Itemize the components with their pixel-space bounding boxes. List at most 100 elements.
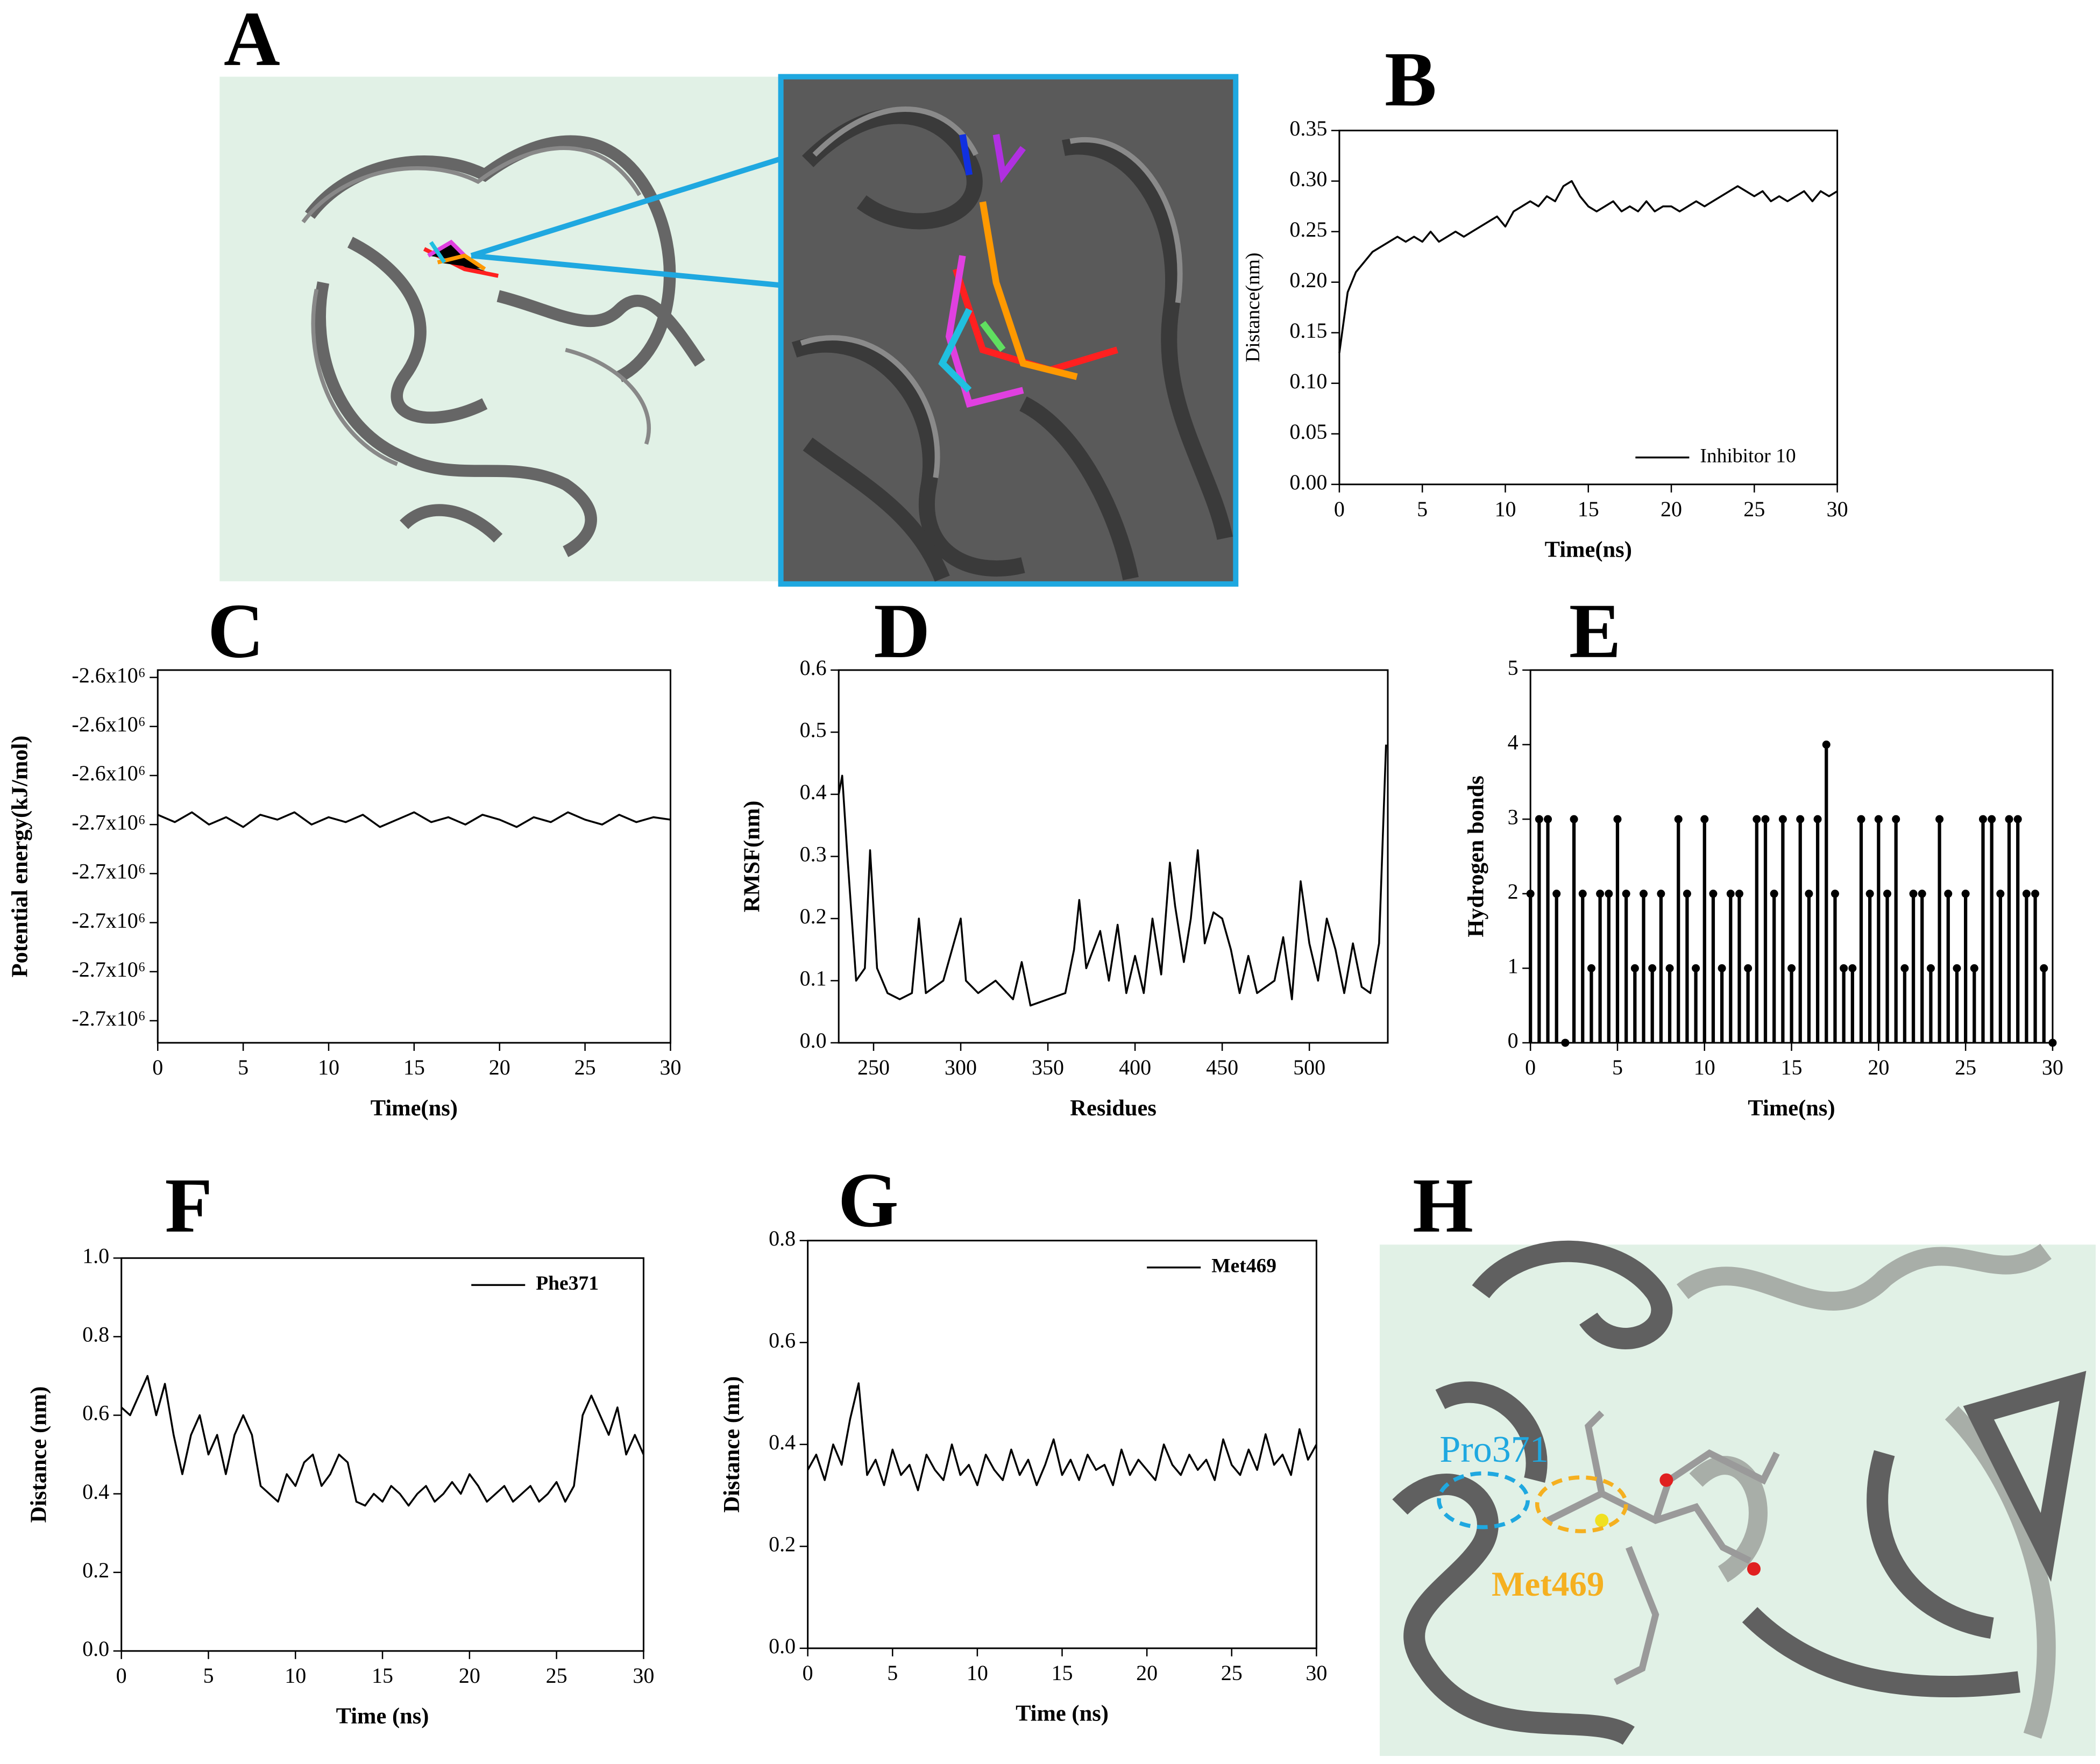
y-tick-label: 0.6 — [800, 656, 827, 680]
chart-panel: B 0 5 10 15 20 25 30 0.00 0.05 0.10 0.15 0.20 0.25 0.3… — [1242, 37, 1848, 563]
y-tick-label: 0.2 — [769, 1532, 796, 1556]
y-tick-label: 0.2 — [800, 904, 827, 928]
residue-label: Met469 — [1492, 1565, 1604, 1604]
highlight-ellipse — [1437, 1471, 1530, 1530]
plot-frame — [1338, 130, 1839, 486]
data-line — [838, 744, 1387, 1007]
stem-point — [1892, 815, 1900, 823]
y-axis-label: Potential energy(kJ/mol) — [7, 736, 32, 978]
sulfur-atom — [1595, 1513, 1609, 1527]
x-tick-label: 0 — [1334, 497, 1345, 521]
stem-point — [1944, 890, 1953, 898]
y-tick-label: 0.15 — [1289, 318, 1327, 343]
stem-point — [1918, 890, 1926, 898]
y-tick-label: 1 — [1508, 954, 1519, 978]
chart-panel: C 0 5 10 15 20 25 30 -2.6x10⁶ -2.6x10⁶ -2.6x10⁶ -2.… — [7, 588, 681, 1121]
chart-panel: E 0 5 10 15 20 25 30 0 1 2 3 4 5 Time(ns) Hydrogen bond… — [1463, 588, 2063, 1121]
chart-panel: D 250 300 350 400 450 500 0.0 0.1 0.2 0.3 0.4 0.5 0.6… — [739, 588, 1389, 1121]
stem-point — [1761, 815, 1770, 823]
stem-point — [1753, 815, 1761, 823]
foreground-ribbons — [1392, 1240, 2087, 1745]
stem-point — [2048, 1039, 2057, 1047]
x-tick-label: 450 — [1206, 1055, 1238, 1079]
y-tick-label: 5 — [1508, 656, 1519, 680]
stem-point — [1596, 890, 1605, 898]
panel-letter: A — [224, 0, 280, 82]
y-tick-label: 0.4 — [769, 1430, 796, 1454]
x-tick-label: 0 — [152, 1055, 163, 1079]
y-axis-label: Distance (nm) — [26, 1386, 51, 1523]
panel-letter: C — [208, 588, 264, 674]
stem-point — [1770, 890, 1778, 898]
x-tick-label: 20 — [1661, 497, 1682, 521]
stem-point — [1813, 815, 1822, 823]
y-tick-label: 0.25 — [1289, 217, 1327, 241]
stem-point — [1648, 964, 1657, 972]
image-background — [1379, 1244, 2096, 1756]
panel-letter: F — [165, 1163, 212, 1249]
x-tick-label: 5 — [887, 1661, 898, 1685]
x-tick-label: 20 — [489, 1055, 510, 1079]
x-tick-label: 30 — [1306, 1661, 1327, 1685]
stem-point — [1900, 964, 1909, 972]
stem-point — [1605, 890, 1613, 898]
y-tick-label: -2.6x10⁶ — [72, 712, 145, 736]
data-line — [1338, 180, 1838, 353]
y-tick-label: 0.4 — [82, 1480, 109, 1504]
image-background — [219, 76, 778, 581]
stem-point — [1735, 890, 1743, 898]
stem-point — [1822, 741, 1831, 749]
stem-point — [1848, 964, 1857, 972]
plot-frame — [807, 1240, 1317, 1649]
x-tick-label: 350 — [1032, 1055, 1064, 1079]
protein-ribbons-light — [301, 146, 651, 466]
stem-point — [1778, 815, 1787, 823]
stem-point — [1674, 815, 1683, 823]
stem-point — [1665, 964, 1674, 972]
panel-letter: H — [1413, 1163, 1473, 1249]
y-tick-label: 2 — [1508, 879, 1519, 904]
inset-image — [778, 74, 1239, 587]
x-axis-label: Time (ns) — [336, 1704, 429, 1729]
x-tick-label: 10 — [1494, 497, 1516, 521]
y-tick-label: -2.7x10⁶ — [72, 859, 145, 884]
x-axis-label: Residues — [1070, 1096, 1157, 1121]
stem-point — [2022, 890, 2031, 898]
stem-point — [1640, 890, 1648, 898]
y-axis-label: Distance(nm) — [1242, 253, 1264, 362]
y-tick-label: 0.5 — [800, 718, 827, 742]
y-tick-label: 0.10 — [1289, 369, 1327, 393]
y-tick-label: 0.8 — [82, 1322, 109, 1347]
stem-point — [1535, 815, 1543, 823]
x-tick-label: 400 — [1119, 1055, 1151, 1079]
x-tick-label: 25 — [546, 1663, 567, 1688]
oxygen-atom — [1747, 1562, 1761, 1576]
x-tick-label: 10 — [318, 1055, 339, 1079]
stem-point — [2005, 815, 2013, 823]
x-tick-label: 15 — [372, 1663, 393, 1688]
stem-point — [1874, 815, 1883, 823]
x-tick-label: 10 — [967, 1661, 988, 1685]
y-tick-label: 0.8 — [769, 1226, 796, 1250]
stem-point — [1622, 890, 1630, 898]
x-tick-label: 25 — [1955, 1055, 1976, 1079]
y-tick-label: 0.0 — [82, 1637, 109, 1661]
x-tick-label: 500 — [1293, 1055, 1325, 1079]
x-tick-label: 20 — [1136, 1661, 1158, 1685]
stem-point — [2031, 890, 2040, 898]
x-tick-label: 5 — [203, 1663, 214, 1688]
stem-point — [1840, 964, 1848, 972]
y-tick-label: -2.6x10⁶ — [72, 761, 145, 785]
panel-a-image: A — [219, 0, 1239, 587]
chart-panel: G 0 5 10 15 20 25 30 0.0 0.2 0.4 0.6 0.8 Time (ns) Dis… — [719, 1157, 1328, 1726]
stem-point — [1961, 890, 1970, 898]
stem-point — [1883, 890, 1892, 898]
stem-point — [2040, 964, 2048, 972]
legend-label: Inhibitor 10 — [1700, 445, 1796, 467]
plot-frame — [157, 669, 671, 1044]
x-tick-label: 300 — [945, 1055, 977, 1079]
y-tick-label: -2.7x10⁶ — [72, 908, 145, 933]
y-tick-label: 0.4 — [800, 780, 827, 804]
